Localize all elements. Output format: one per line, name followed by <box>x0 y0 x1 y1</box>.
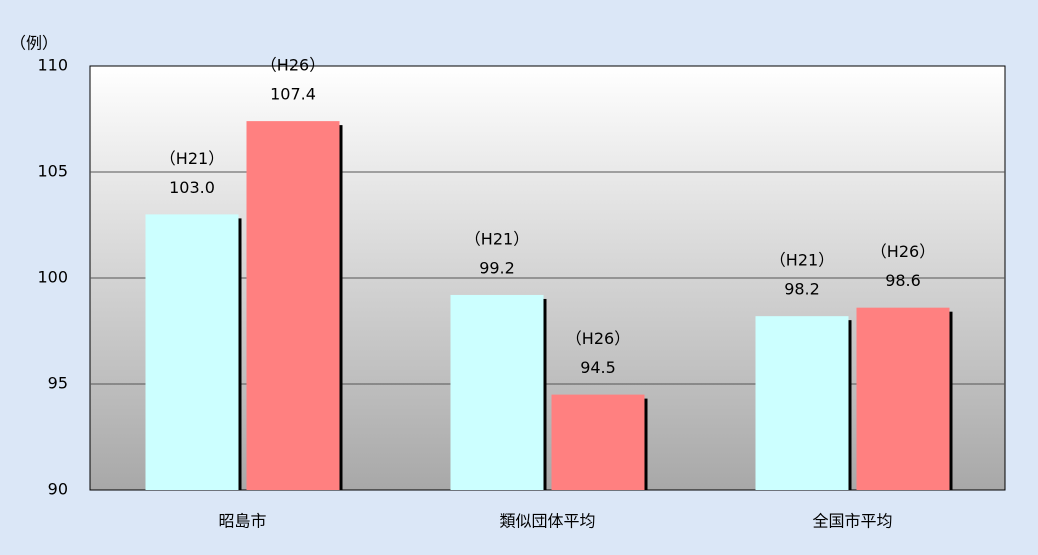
x-tick-label: 昭島市 <box>218 512 266 531</box>
y-unit-label: （例） <box>10 34 58 53</box>
bar <box>551 394 645 490</box>
data-label: 94.5 <box>580 358 616 377</box>
series-label: （H26） <box>261 56 325 75</box>
series-label: （H21） <box>770 251 834 270</box>
x-tick-label: 類似団体平均 <box>499 512 595 531</box>
bar <box>755 316 849 490</box>
y-tick-label: 90 <box>48 480 68 499</box>
data-label: 107.4 <box>270 85 316 104</box>
series-label: （H21） <box>465 229 529 248</box>
bar <box>246 121 340 491</box>
series-label: （H21） <box>160 149 224 168</box>
bar <box>450 294 544 490</box>
data-label: 98.6 <box>885 271 921 290</box>
y-tick-label: 110 <box>37 56 68 75</box>
bar <box>145 214 239 490</box>
series-label: （H26） <box>871 242 935 261</box>
data-label: 98.2 <box>784 280 820 299</box>
y-tick-label: 105 <box>37 162 68 181</box>
y-tick-label: 95 <box>48 374 68 393</box>
bar <box>856 307 950 490</box>
data-label: 103.0 <box>169 178 215 197</box>
series-label: （H26） <box>566 329 630 348</box>
y-tick-label: 100 <box>37 268 68 287</box>
x-tick-label: 全国市平均 <box>812 512 892 531</box>
data-label: 99.2 <box>479 258 515 277</box>
